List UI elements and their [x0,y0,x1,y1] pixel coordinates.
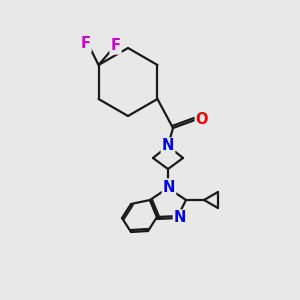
Text: O: O [196,112,208,127]
Text: N: N [174,211,186,226]
Text: F: F [81,37,91,52]
Text: N: N [162,139,174,154]
Text: F: F [111,38,121,53]
Text: N: N [163,179,175,194]
